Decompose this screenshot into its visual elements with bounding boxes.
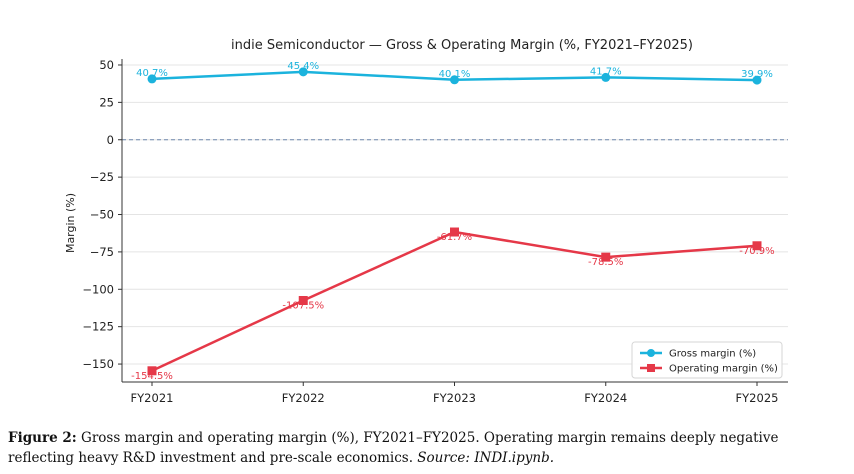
data-point — [147, 366, 157, 376]
data-label: -78.5% — [588, 257, 623, 268]
y-tick-label: 50 — [99, 58, 114, 72]
data-label: 40.7% — [136, 68, 168, 79]
data-label: -107.5% — [282, 301, 324, 312]
caption-source: Source: INDI.ipynb. — [417, 450, 555, 466]
legend-entry-label: Gross margin (%) — [669, 349, 756, 360]
caption-figure-label: Figure 2: — [8, 430, 77, 446]
x-tick-label: FY2023 — [433, 391, 476, 405]
y-tick-label: 25 — [99, 95, 114, 109]
plot-area: 50 25 0 −25 −50 −75 −100 −125 −150 FY2021 FY2022 FY… — [82, 58, 788, 405]
y-tick-label: −25 — [90, 170, 114, 184]
x-tick-label: FY2025 — [736, 391, 779, 405]
margin-line-chart: indie Semiconductor — Gross & Operating … — [64, 38, 788, 405]
data-point — [601, 252, 611, 262]
data-point — [752, 75, 762, 85]
x-tick-label: FY2021 — [131, 391, 174, 405]
y-axis-label: Margin (%) — [64, 193, 77, 253]
data-point — [450, 227, 459, 237]
y-tick-label: 0 — [107, 133, 114, 147]
data-label: 41.7% — [590, 66, 622, 77]
data-point — [147, 74, 157, 84]
caption-text-1: Gross margin and operating margin (%), F… — [81, 430, 779, 446]
data-label: 40.1% — [439, 69, 471, 80]
data-label: 39.9% — [741, 69, 773, 80]
legend-box — [631, 341, 783, 379]
data-point — [298, 296, 308, 306]
data-point — [298, 67, 308, 77]
chart-title: indie Semiconductor — Gross & Operating … — [231, 38, 693, 53]
x-tick-label: FY2024 — [584, 391, 627, 405]
legend-entry-label: Operating margin (%) — [669, 364, 778, 375]
legend-marker — [647, 349, 655, 357]
y-tick-label: −50 — [90, 208, 114, 222]
figure-caption: Figure 2: Gross margin and operating mar… — [8, 428, 852, 468]
data-label: -61.7% — [437, 232, 472, 243]
data-point — [450, 75, 459, 85]
data-label: -70.9% — [739, 246, 774, 257]
legend-marker — [647, 364, 655, 372]
y-tick-label: −150 — [82, 357, 114, 371]
x-tick-label: FY2022 — [282, 391, 325, 405]
data-point — [752, 241, 762, 251]
legend: Gross margin (%) Operating margin (%) — [631, 341, 783, 379]
y-tick-label: −100 — [82, 282, 114, 296]
caption-line-2: reflecting heavy R&D investment and pre-… — [8, 448, 852, 468]
y-tick-label: −75 — [90, 245, 114, 259]
y-tick-label: −125 — [82, 320, 114, 334]
caption-text-2: reflecting heavy R&D investment and pre-… — [8, 450, 413, 466]
data-point — [601, 72, 611, 82]
data-label: 45.4% — [287, 61, 319, 72]
data-label: -154.5% — [131, 371, 173, 382]
caption-line-1: Figure 2: Gross margin and operating mar… — [8, 428, 852, 448]
